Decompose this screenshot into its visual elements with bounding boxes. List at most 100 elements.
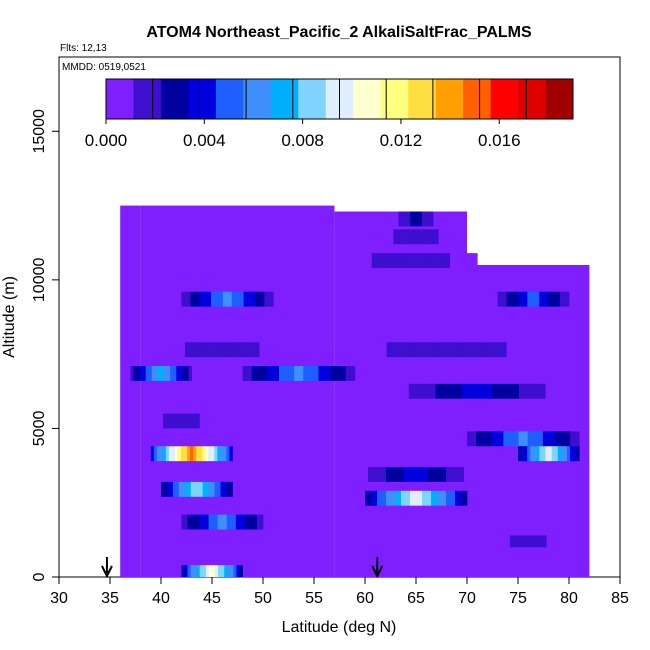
- heatmap-cell: [221, 565, 225, 577]
- heatmap-cell: [211, 342, 216, 358]
- heatmap-cell: [425, 467, 429, 482]
- heatmap-cell: [446, 467, 450, 482]
- heatmap-cell: [500, 431, 504, 447]
- heatmap-cell: [181, 342, 186, 358]
- heatmap-cell: [226, 446, 230, 462]
- heatmap-cell: [396, 229, 400, 245]
- heatmap-cell: [196, 481, 201, 497]
- heatmap-cell: [257, 366, 262, 381]
- heatmap-cell: [432, 229, 437, 245]
- heatmap-cell: [162, 446, 167, 462]
- heatmap-cell: [536, 431, 541, 447]
- heatmap-cell: [404, 253, 409, 268]
- heatmap-cell: [208, 291, 212, 307]
- heatmap-cell: [548, 431, 553, 447]
- heatmap-cell: [446, 490, 450, 506]
- heatmap-cell: [156, 446, 161, 462]
- heatmap-cell: [277, 342, 281, 358]
- heatmap-cell: [254, 366, 259, 381]
- heatmap-cell: [255, 291, 259, 307]
- heatmap-cell: [380, 490, 384, 506]
- heatmap-cell: [243, 291, 247, 307]
- heatmap-cell: [509, 535, 514, 548]
- heatmap-cell: [506, 535, 511, 548]
- heatmap-cell: [419, 490, 423, 506]
- heatmap-cell: [187, 514, 191, 530]
- heatmap-cell: [196, 446, 200, 462]
- heatmap-cell: [518, 342, 522, 358]
- heatmap-cell: [418, 211, 423, 227]
- heatmap-cell: [230, 565, 234, 577]
- heatmap-cell: [306, 366, 310, 381]
- heatmap-cell: [219, 291, 224, 307]
- heatmap-cell: [187, 413, 191, 429]
- heatmap-cell: [395, 490, 399, 506]
- heatmap-cell: [207, 270, 211, 286]
- heatmap-cell: [455, 342, 459, 358]
- heatmap-cell: [476, 342, 480, 358]
- heatmap-cell: [471, 383, 475, 399]
- heatmap-cell: [217, 514, 222, 530]
- heatmap-cell: [226, 342, 231, 358]
- heatmap-cell: [184, 565, 188, 577]
- heatmap-cell: [362, 253, 367, 268]
- heatmap-cell: [214, 514, 219, 530]
- heatmap-cell: [462, 383, 466, 399]
- heatmap-cell: [557, 446, 562, 462]
- heatmap-cell: [434, 490, 438, 506]
- heatmap-cell: [576, 431, 580, 447]
- heatmap-cell: [446, 342, 450, 358]
- heatmap-cell: [344, 253, 349, 268]
- heatmap-cell: [239, 565, 243, 577]
- heatmap-cell: [407, 467, 411, 482]
- heatmap-cell: [450, 229, 455, 245]
- heatmap-cell: [525, 535, 529, 548]
- heatmap-cell: [222, 291, 227, 307]
- heatmap-cell: [202, 514, 206, 530]
- heatmap-cell: [533, 342, 537, 358]
- heatmap-cell: [193, 291, 197, 307]
- heatmap-cell: [473, 342, 477, 358]
- heatmap-cell: [173, 366, 177, 381]
- heatmap-cell: [350, 253, 355, 268]
- heatmap-cell: [441, 229, 446, 245]
- heatmap-cell: [401, 211, 405, 227]
- heatmap-cell: [407, 211, 411, 227]
- heatmap-cell: [425, 342, 429, 358]
- heatmap-cell: [576, 446, 580, 462]
- colorbar-tick-label: 0.008: [281, 131, 324, 150]
- heatmap-cell: [184, 481, 189, 497]
- heatmap-cell: [515, 342, 519, 358]
- heatmap-cell: [551, 446, 556, 462]
- heatmap-cell: [404, 342, 408, 358]
- heatmap-cell: [224, 565, 228, 577]
- heatmap-cell: [199, 514, 203, 530]
- heatmap-cell: [232, 342, 237, 358]
- heatmap-cell: [217, 342, 222, 358]
- heatmap-cell: [410, 342, 414, 358]
- heatmap-cell: [416, 253, 421, 268]
- heatmap-cell: [503, 535, 508, 548]
- heatmap-cell: [404, 490, 408, 506]
- heatmap-cell: [181, 413, 185, 429]
- heatmap-cell: [530, 342, 534, 358]
- heatmap-cell: [236, 565, 240, 577]
- heatmap-cell: [536, 291, 540, 307]
- heatmap-cell: [416, 342, 420, 358]
- heatmap-cell: [399, 229, 403, 245]
- heatmap-cell: [386, 490, 390, 506]
- heatmap-cell: [356, 342, 360, 358]
- heatmap-cell: [456, 383, 460, 399]
- heatmap-cell: [169, 342, 174, 358]
- heatmap-cell: [474, 253, 478, 268]
- heatmap-cell: [557, 291, 561, 307]
- heatmap-cell: [359, 253, 364, 268]
- heatmap-cell: [199, 446, 203, 462]
- heatmap-cell: [539, 431, 544, 447]
- heatmap-cell: [518, 446, 522, 462]
- heatmap-cell: [190, 413, 195, 429]
- heatmap-cell: [428, 467, 432, 482]
- heatmap-cell: [405, 229, 409, 245]
- heatmap-cell: [459, 383, 463, 399]
- heatmap-cell: [193, 342, 198, 358]
